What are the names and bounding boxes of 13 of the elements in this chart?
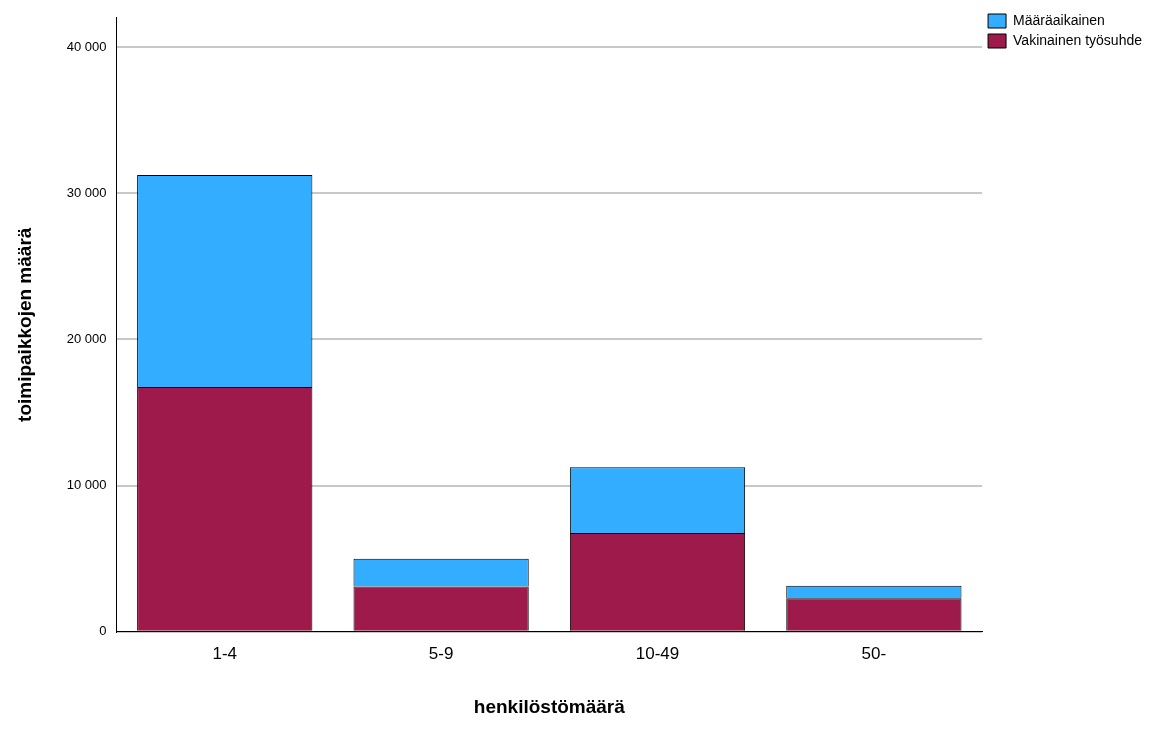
x-tick-label: 10-49 <box>635 643 680 663</box>
x-tick-label: 5-9 <box>428 643 454 663</box>
y-axis-title: toimipaikkojen määrä <box>13 227 35 422</box>
legend-label: Vakinainen työsuhde <box>1013 31 1143 48</box>
y-tick-label: 10 000 <box>66 477 107 493</box>
y-tick-label: 30 000 <box>66 184 107 200</box>
legend-label: Määräaikainen <box>1013 11 1105 28</box>
y-tick-label: 40 000 <box>66 38 107 54</box>
x-axis-title: henkilöstömäärä <box>473 695 626 717</box>
x-tick-label: 50- <box>861 643 887 663</box>
y-tick-label: 20 000 <box>66 331 107 346</box>
y-tick-label: 0 <box>99 623 107 639</box>
x-tick-label: 1-4 <box>212 643 238 663</box>
